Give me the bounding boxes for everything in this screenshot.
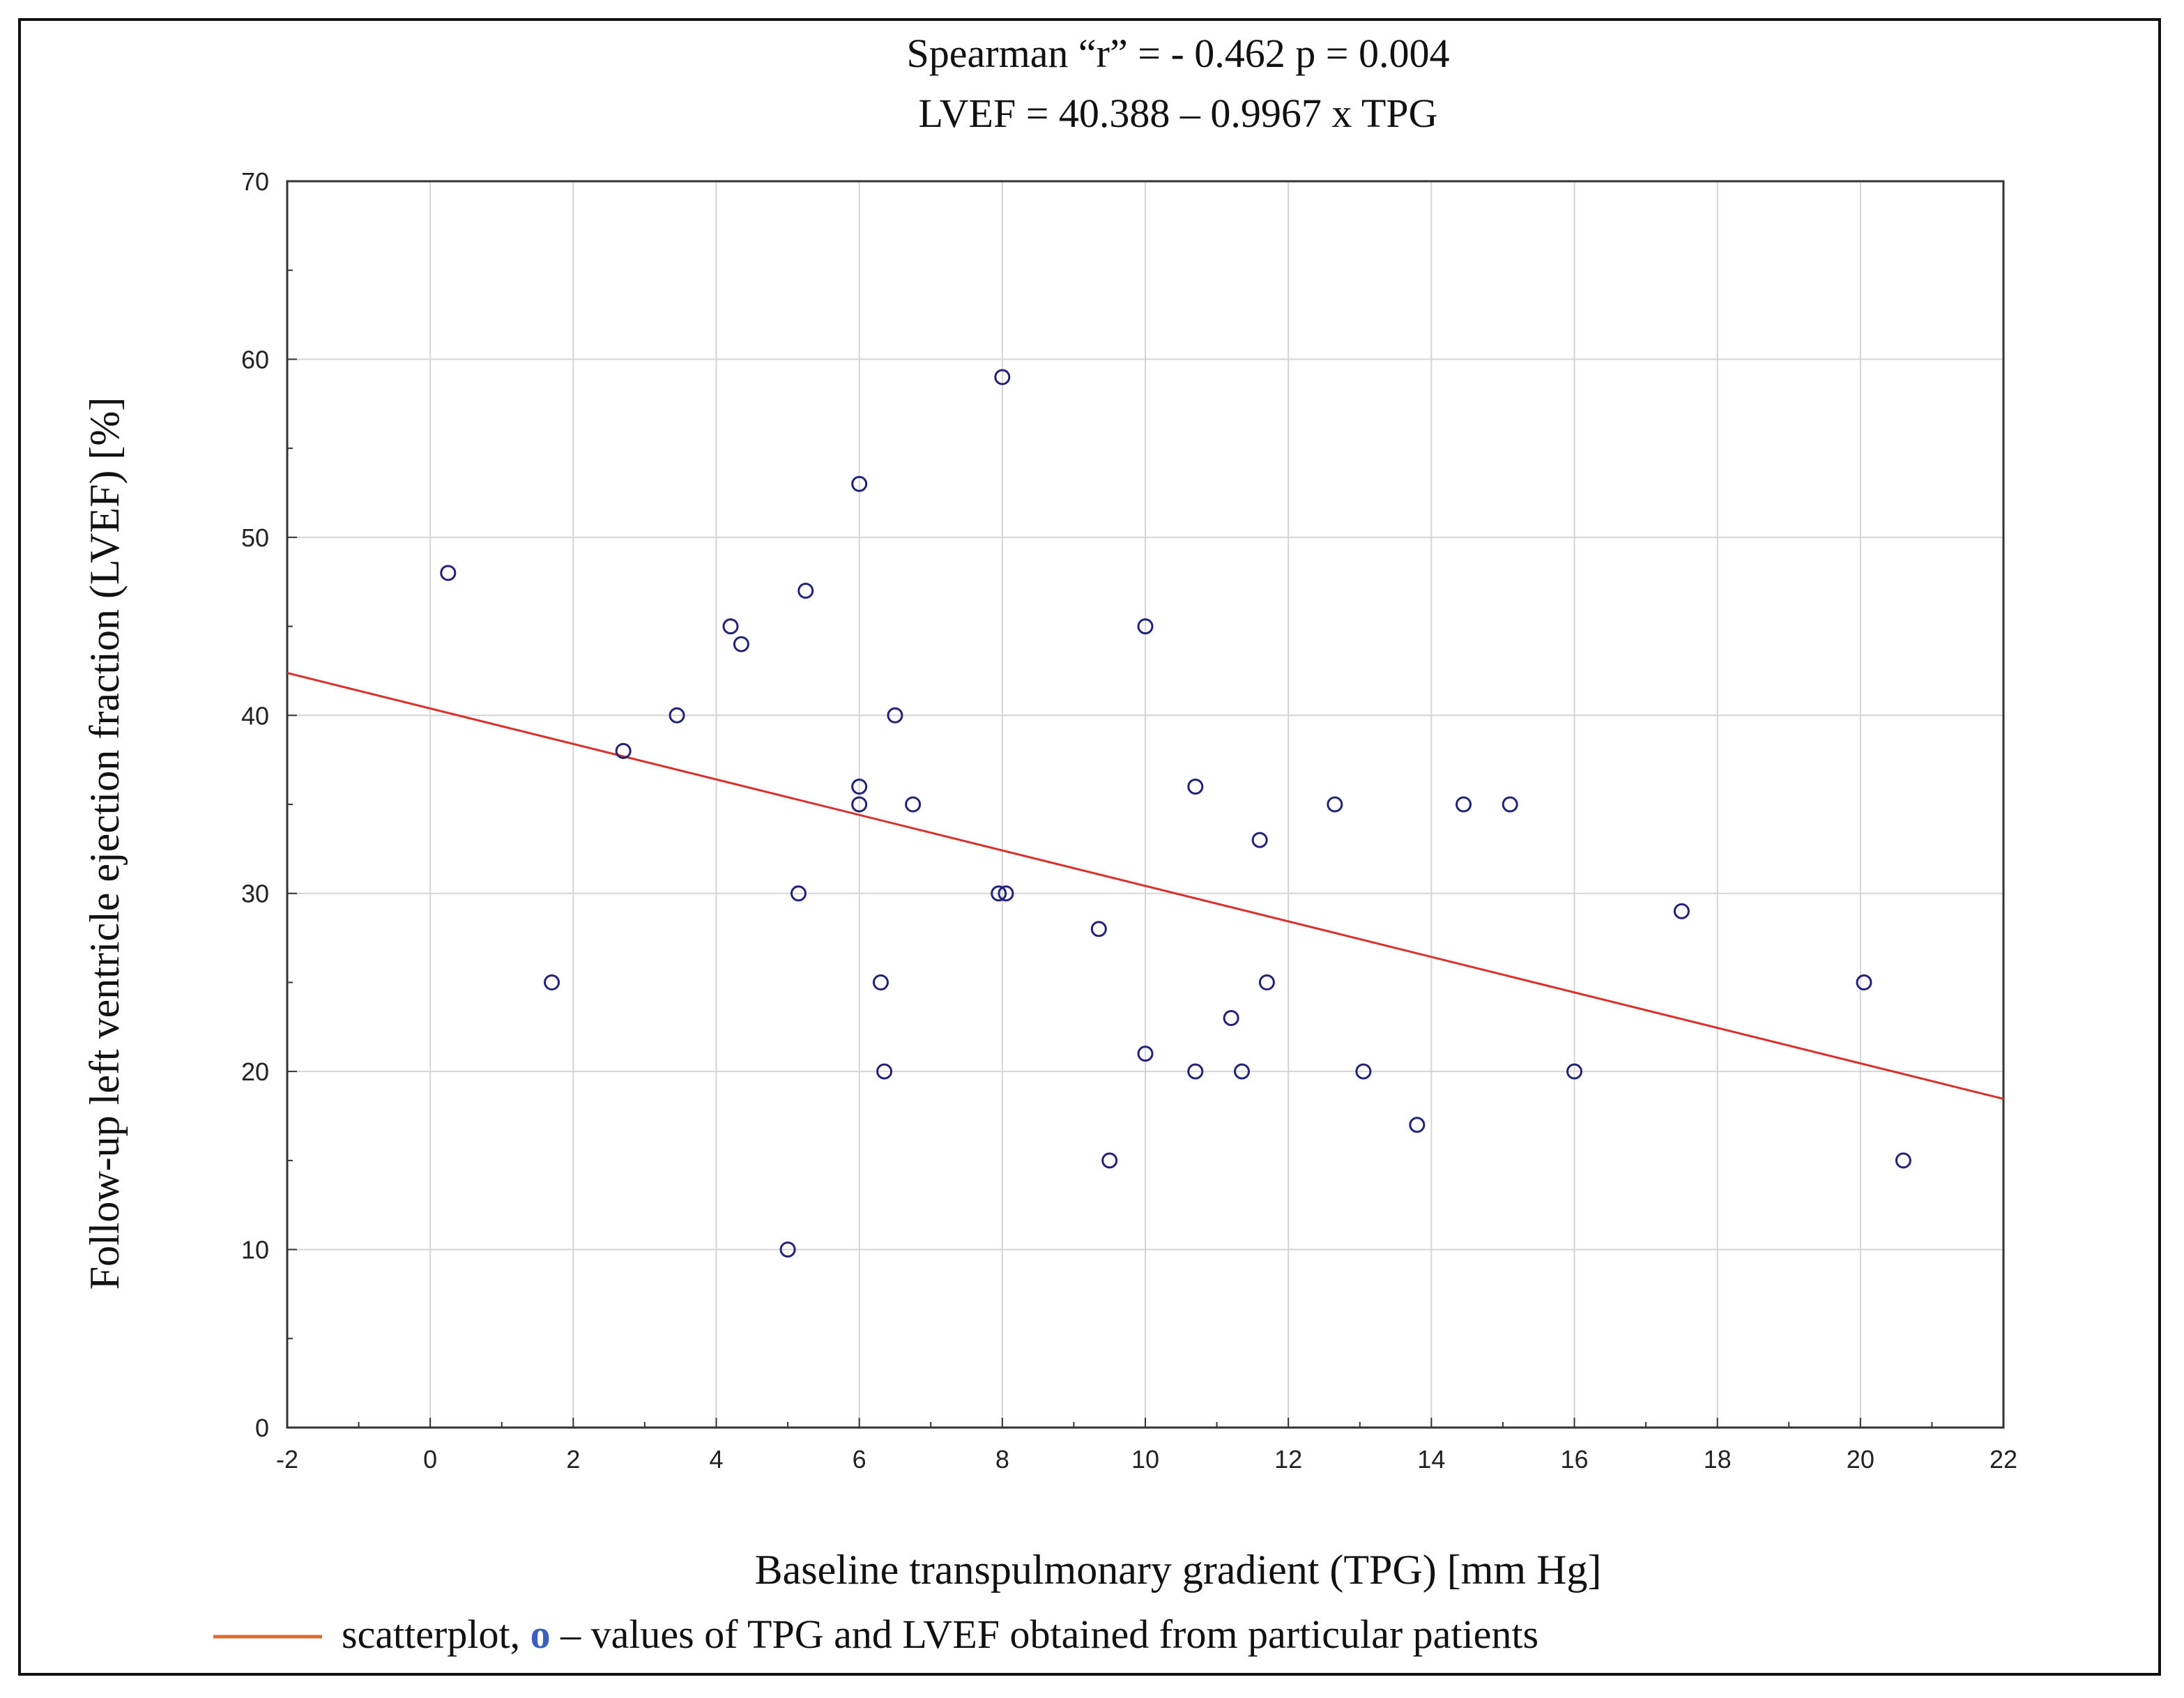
data-point xyxy=(994,369,1011,385)
data-point xyxy=(851,475,868,492)
data-point xyxy=(1137,618,1154,635)
data-point xyxy=(1187,1063,1204,1080)
data-point xyxy=(991,885,1007,902)
legend-line-text: scatterplot, xyxy=(342,1612,530,1657)
data-point xyxy=(998,885,1014,902)
x-tick-label: 16 xyxy=(1560,1445,1588,1474)
data-point xyxy=(1409,1117,1426,1133)
data-point xyxy=(876,1063,893,1080)
data-point xyxy=(1502,796,1518,813)
y-tick-label: 10 xyxy=(241,1236,269,1264)
x-tick-label: 2 xyxy=(566,1445,580,1474)
data-point xyxy=(1566,1063,1582,1080)
x-tick-label: 18 xyxy=(1704,1445,1732,1474)
x-tick-label: 22 xyxy=(1990,1445,2017,1474)
data-point xyxy=(779,1241,796,1258)
legend-description-text: – values of TPG and LVEF obtained from p… xyxy=(551,1612,1539,1657)
y-tick-label: 20 xyxy=(241,1057,269,1086)
y-tick-label: 50 xyxy=(241,523,269,552)
x-tick-label: 4 xyxy=(709,1445,723,1474)
chart-title-line1: Spearman “r” = - 0.462 p = 0.004 xyxy=(907,31,1450,76)
figure-frame xyxy=(18,18,2161,1676)
data-point xyxy=(872,974,889,990)
x-tick-label: 20 xyxy=(1847,1445,1874,1474)
data-point xyxy=(790,885,807,902)
chart-title-line2: LVEF = 40.388 – 0.9967 x TPG xyxy=(919,91,1438,136)
data-point xyxy=(1137,1046,1154,1062)
data-point xyxy=(905,796,922,813)
data-point xyxy=(1455,796,1472,813)
data-points xyxy=(440,369,1911,1258)
data-point xyxy=(1258,974,1275,990)
grid-lines xyxy=(287,181,2003,1428)
legend-marker-symbol: o xyxy=(530,1612,551,1657)
data-point xyxy=(1355,1063,1372,1080)
data-point xyxy=(1187,778,1204,795)
x-tick-label: 0 xyxy=(423,1445,437,1474)
data-point xyxy=(1327,796,1343,813)
data-point xyxy=(851,778,868,795)
data-point xyxy=(887,707,903,724)
x-tick-label: 8 xyxy=(995,1445,1009,1474)
x-tick-label: -2 xyxy=(276,1445,298,1474)
data-point xyxy=(1101,1152,1118,1169)
x-tick-label: 14 xyxy=(1417,1445,1445,1474)
x-tick-label: 6 xyxy=(853,1445,866,1474)
data-point xyxy=(1090,921,1107,938)
data-point xyxy=(797,582,814,599)
data-point xyxy=(1223,1010,1239,1027)
regression-line xyxy=(287,672,2004,1100)
data-point xyxy=(722,618,739,635)
x-axis-label: Baseline transpulmonary gradient (TPG) [… xyxy=(755,1547,1602,1593)
y-tick-label: 60 xyxy=(241,345,269,374)
data-point xyxy=(1251,832,1268,848)
y-tick-label: 40 xyxy=(241,701,269,730)
data-point xyxy=(669,707,685,724)
data-point xyxy=(1895,1152,1911,1169)
x-tick-label: 10 xyxy=(1131,1445,1159,1474)
data-point xyxy=(851,796,868,813)
data-point xyxy=(1856,974,1872,990)
y-axis-tick-labels: 0 10 20 30 40 50 60 70 xyxy=(241,167,269,1442)
data-point xyxy=(733,636,749,652)
y-tick-label: 0 xyxy=(255,1414,269,1442)
data-point xyxy=(1673,903,1690,919)
y-tick-label: 70 xyxy=(241,167,269,196)
axis-ticks xyxy=(287,181,2004,1428)
legend-text: scatterplot, o – values of TPG and LVEF … xyxy=(342,1612,1538,1657)
y-axis-label: Follow-up left ventricle ejection fracti… xyxy=(82,397,128,1290)
data-point xyxy=(1233,1063,1250,1080)
data-point xyxy=(615,742,632,759)
data-point xyxy=(440,565,457,581)
y-tick-label: 30 xyxy=(241,880,269,908)
x-axis-tick-labels: -2 0 2 4 6 8 10 12 14 16 18 20 22 xyxy=(276,1445,2017,1474)
data-point xyxy=(544,974,560,990)
x-tick-label: 12 xyxy=(1274,1445,1302,1474)
